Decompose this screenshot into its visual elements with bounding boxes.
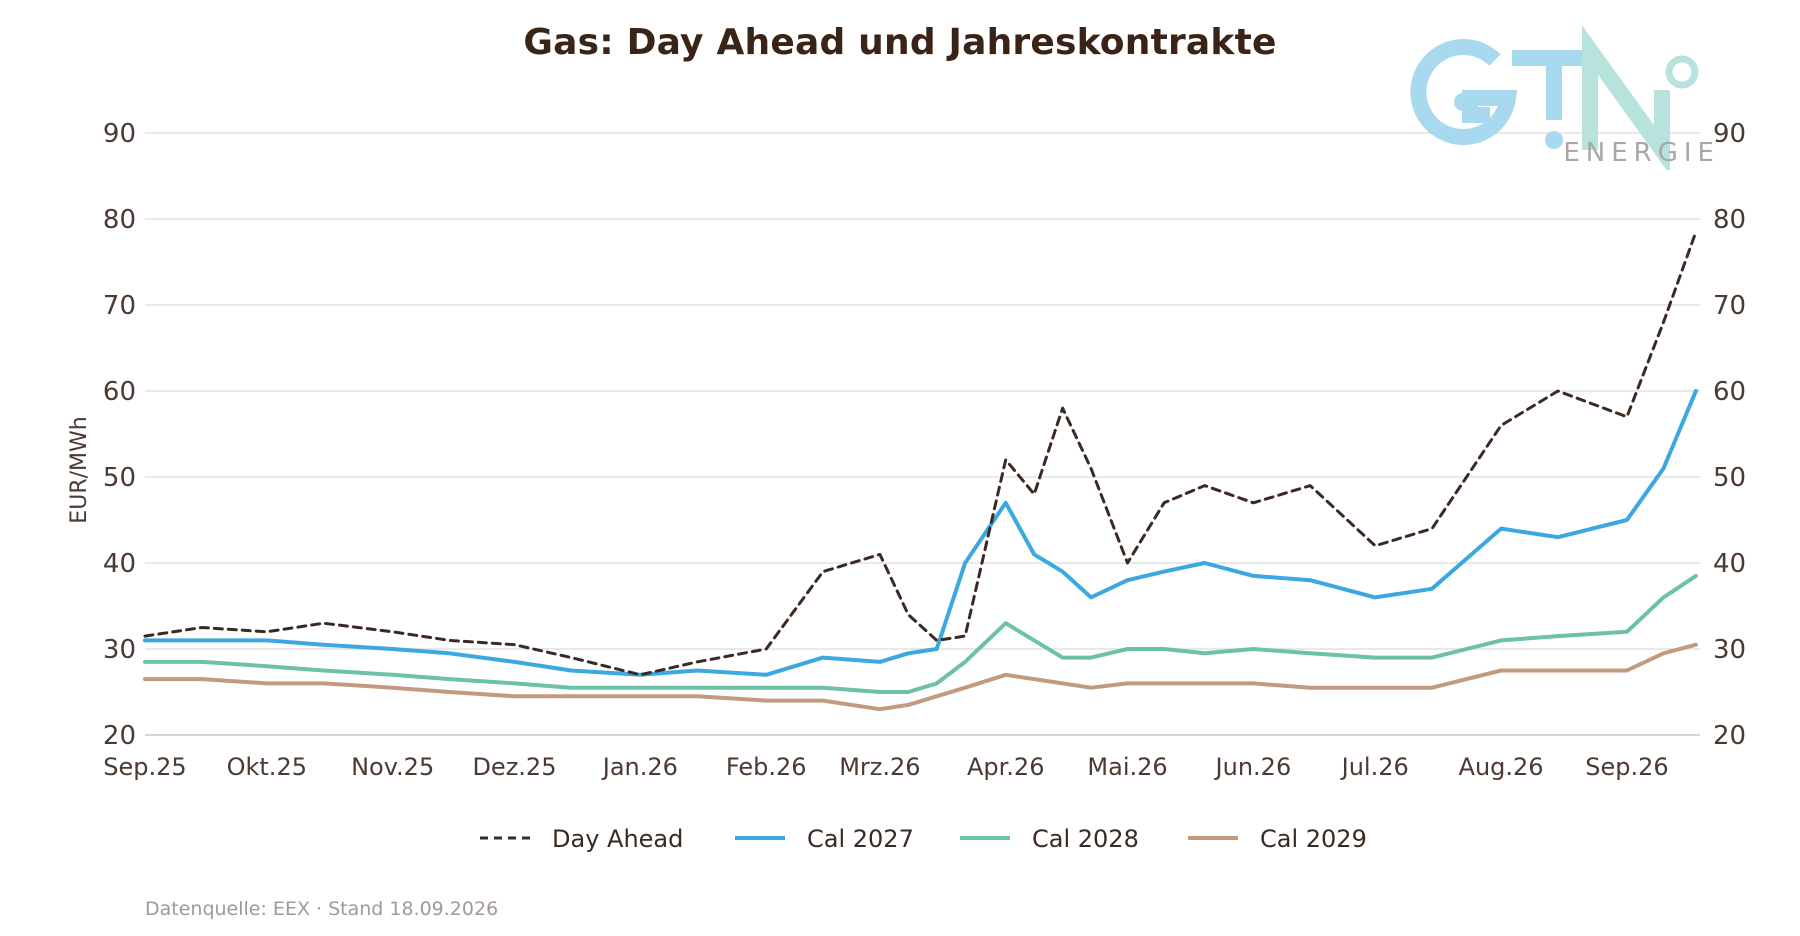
y-axis-title: EUR/MWh xyxy=(67,416,92,523)
legend-label: Cal 2027 xyxy=(807,825,914,853)
gtn-energie-logo xyxy=(1400,20,1720,175)
y-axis-right: 90 80 70 60 50 40 30 20 xyxy=(1713,119,1746,751)
y-tick-label-right: 90 xyxy=(1713,119,1746,149)
source-note: Datenquelle: EEX · Stand 18.09.2026 xyxy=(145,898,499,920)
legend-label: Cal 2029 xyxy=(1260,825,1367,853)
y-axis-left: 90 80 70 60 50 40 30 20 xyxy=(103,119,136,751)
y-tick-label-left: 90 xyxy=(103,119,136,149)
x-axis: Sep.25 Okt.25 Nov.25 Dez.25 Jan.26 Feb.26 Mrz.… xyxy=(103,753,1668,781)
x-tick-label: Nov.25 xyxy=(351,753,434,781)
y-tick-label-right: 40 xyxy=(1713,549,1746,579)
logo-graphic xyxy=(1410,25,1699,175)
x-tick-label: Jun.26 xyxy=(1214,753,1292,781)
y-tick-label-right: 70 xyxy=(1713,291,1746,321)
series-line-day-ahead xyxy=(143,230,1698,677)
x-tick-label: Aug.26 xyxy=(1459,753,1544,781)
y-tick-label-right: 80 xyxy=(1713,205,1746,235)
x-tick-label: Feb.26 xyxy=(726,753,807,781)
y-tick-label-right: 20 xyxy=(1713,721,1746,751)
x-tick-label: Mrz.26 xyxy=(839,753,920,781)
gridlines xyxy=(145,132,1700,736)
x-tick-label: Jan.26 xyxy=(601,753,678,781)
x-tick-label: Sep.25 xyxy=(103,753,186,781)
x-tick-label: Okt.25 xyxy=(227,753,307,781)
y-tick-label-right: 60 xyxy=(1713,377,1746,407)
series-line-cal-2029 xyxy=(143,642,1698,712)
y-tick-label-left: 80 xyxy=(103,205,136,235)
chart-title: Gas: Day Ahead und Jahreskontrakte xyxy=(523,22,1277,63)
series-line-cal-2028 xyxy=(143,573,1698,694)
y-tick-label-right: 30 xyxy=(1713,635,1746,665)
legend: Day Ahead Cal 2027 Cal 2028 Cal 2029 xyxy=(480,825,1367,853)
series-line-cal-2027 xyxy=(143,389,1698,677)
logo-subtitle: ENERGIE xyxy=(1563,138,1720,168)
x-tick-label: Mai.26 xyxy=(1087,753,1167,781)
x-tick-label: Sep.26 xyxy=(1585,753,1668,781)
y-tick-label-left: 70 xyxy=(103,291,136,321)
y-tick-label-left: 50 xyxy=(103,463,136,493)
x-tick-label: Apr.26 xyxy=(967,753,1044,781)
legend-label: Day Ahead xyxy=(552,825,683,853)
y-tick-label-left: 40 xyxy=(103,549,136,579)
y-tick-label-left: 60 xyxy=(103,377,136,407)
series-lines xyxy=(143,230,1698,712)
y-tick-label-left: 30 xyxy=(103,635,136,665)
x-tick-label: Dez.25 xyxy=(472,753,556,781)
y-tick-label-left: 20 xyxy=(103,721,136,751)
y-tick-label-right: 50 xyxy=(1713,463,1746,493)
x-tick-label: Jul.26 xyxy=(1340,753,1409,781)
legend-label: Cal 2028 xyxy=(1032,825,1139,853)
